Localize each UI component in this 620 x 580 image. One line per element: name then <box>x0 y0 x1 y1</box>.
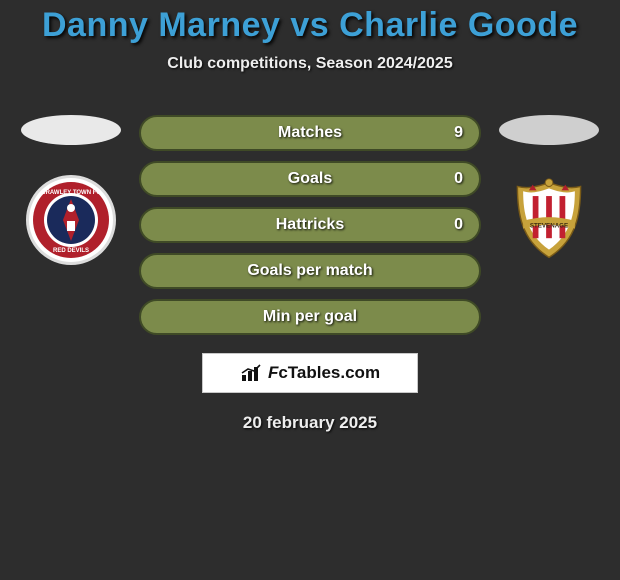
left-column: CRAWLEY TOWN FC RED DEVILS <box>21 115 121 265</box>
svg-text:STEVENAGE: STEVENAGE <box>530 223 568 230</box>
right-column: STEVENAGE <box>499 115 599 265</box>
player-silhouette-right <box>499 115 599 145</box>
stat-value-right: 0 <box>454 216 463 234</box>
stevenage-crest-icon: STEVENAGE <box>504 173 594 267</box>
stat-label: Goals <box>288 170 332 188</box>
comparison-card: Danny Marney vs Charlie Goode Club compe… <box>0 0 620 433</box>
date-label: 20 february 2025 <box>0 413 620 433</box>
club-badge-right: STEVENAGE <box>504 175 594 265</box>
svg-text:CRAWLEY TOWN FC: CRAWLEY TOWN FC <box>41 190 101 196</box>
club-badge-left: CRAWLEY TOWN FC RED DEVILS <box>26 175 116 265</box>
stat-row-goals: Goals 0 <box>139 161 481 197</box>
stat-value-right: 0 <box>454 170 463 188</box>
crawley-town-crest-icon: CRAWLEY TOWN FC RED DEVILS <box>32 181 110 259</box>
brand-box[interactable]: FFcTables.comcTables.com <box>202 353 418 393</box>
stat-row-matches: Matches 9 <box>139 115 481 151</box>
comparison-subtitle: Club competitions, Season 2024/2025 <box>0 55 620 73</box>
main-row: CRAWLEY TOWN FC RED DEVILS Matches 9 Goa… <box>0 115 620 335</box>
stat-value-right: 9 <box>454 124 463 142</box>
brand-label: FFcTables.comcTables.com <box>268 363 380 383</box>
player-silhouette-left <box>21 115 121 145</box>
stat-row-min-per-goal: Min per goal <box>139 299 481 335</box>
stats-column: Matches 9 Goals 0 Hattricks 0 Goals per … <box>139 115 481 335</box>
stat-label: Hattricks <box>276 216 344 234</box>
stat-label: Goals per match <box>247 262 372 280</box>
bar-chart-icon <box>240 363 266 383</box>
stat-row-hattricks: Hattricks 0 <box>139 207 481 243</box>
stat-row-goals-per-match: Goals per match <box>139 253 481 289</box>
stat-label: Matches <box>278 124 342 142</box>
svg-text:RED DEVILS: RED DEVILS <box>53 248 89 254</box>
comparison-title: Danny Marney vs Charlie Goode <box>0 6 620 45</box>
stat-label: Min per goal <box>263 308 357 326</box>
